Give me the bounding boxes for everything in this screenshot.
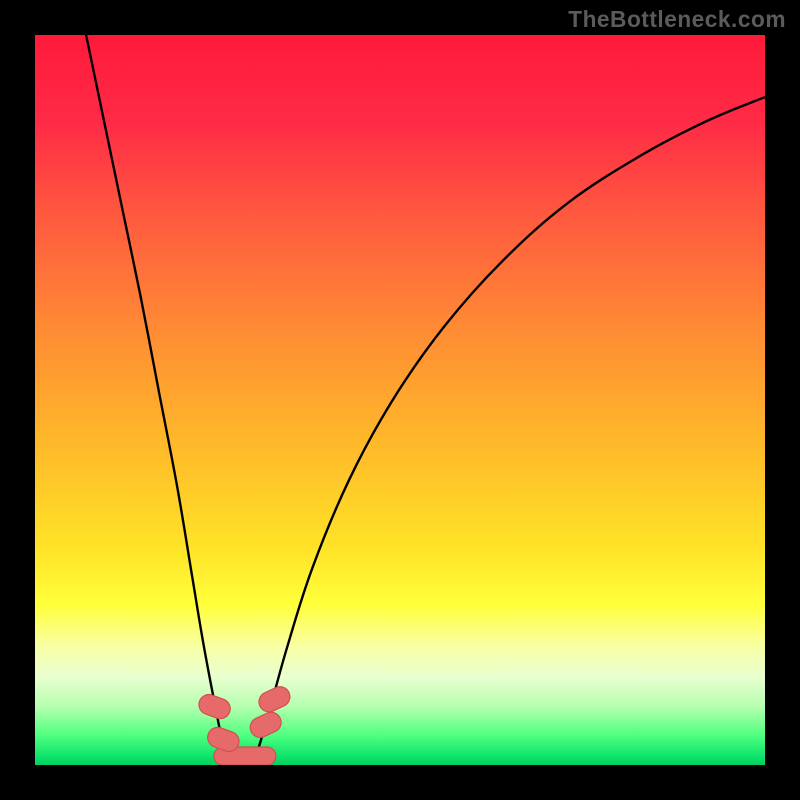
- chart-svg: [0, 0, 800, 800]
- bottleneck-chart: TheBottleneck.com: [0, 0, 800, 800]
- watermark-text: TheBottleneck.com: [568, 6, 786, 33]
- plot-background: [35, 35, 765, 765]
